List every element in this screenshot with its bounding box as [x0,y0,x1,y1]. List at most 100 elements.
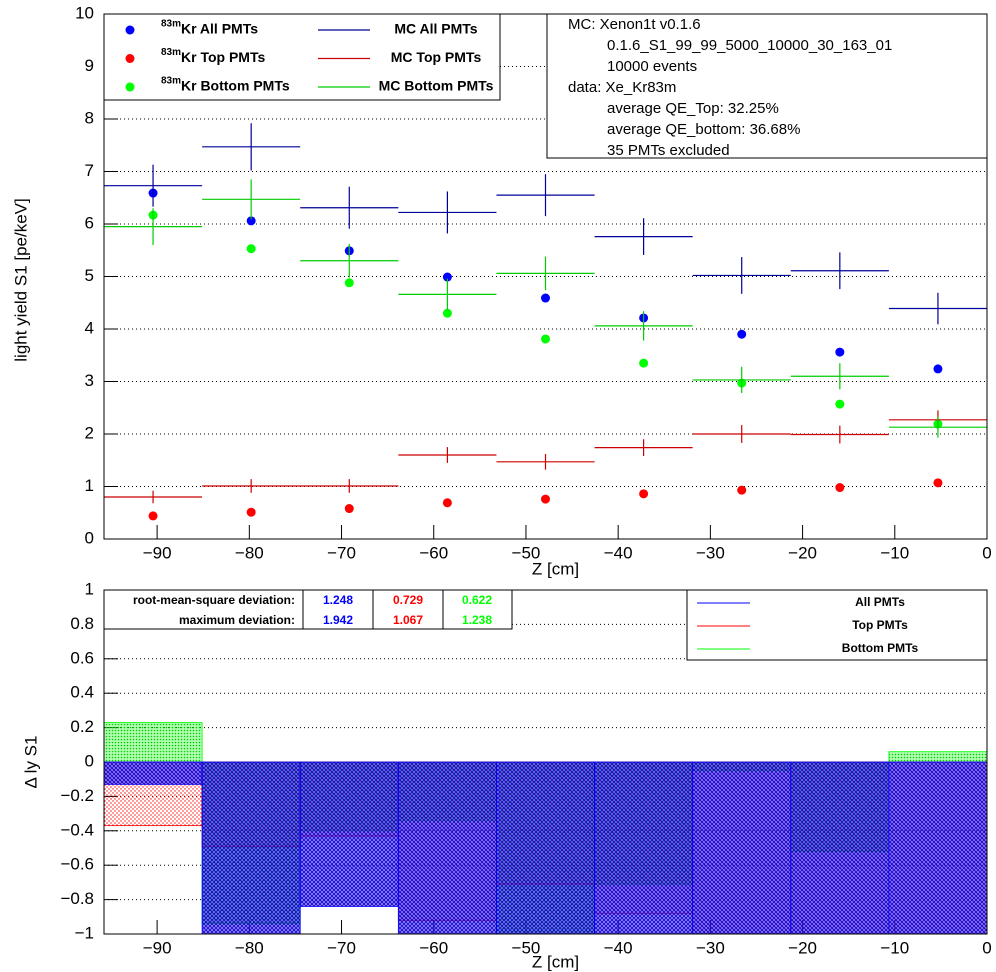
y-tick-label: 7 [85,161,94,180]
data-point [246,507,256,517]
y-tick-label: 0.6 [70,648,94,667]
x-tick-label: −70 [327,938,356,957]
y-axis-label: Δ ly S1 [21,736,40,789]
y-tick-label: 0.4 [70,683,94,702]
data-point [737,485,747,495]
data-point [541,293,550,303]
data-point [541,494,550,504]
stats-value: 1.248 [323,593,353,607]
x-tick-label: −90 [143,938,172,957]
x-axis-label: Z [cm] [532,559,579,578]
x-tick-label: −10 [880,543,909,562]
legend-marker [125,82,135,92]
x-tick-label: 0 [982,938,991,957]
stats-box [103,589,513,630]
x-tick-label: −30 [696,938,725,957]
y-axis-label: light yield S1 [pe/keV] [11,198,30,361]
y-tick-label: 0.8 [70,614,94,633]
x-tick-label: −30 [696,543,725,562]
y-tick-label: 5 [85,266,94,285]
info-text: 10000 events [607,58,697,75]
legend-isotope: 83m [161,47,181,58]
x-tick-label: −90 [143,543,172,562]
hist-bar [790,761,890,934]
y-tick-label: −0.6 [60,855,94,874]
hist-bar [201,761,301,934]
x-tick-label: −10 [880,938,909,957]
stats-label: root-mean-square deviation: [133,593,295,607]
y-tick-label: 3 [85,371,94,390]
histograms [104,722,987,934]
legend-label: Top PMTs [852,618,908,632]
hist-bar [299,761,399,907]
y-tick-label: −1 [75,923,94,942]
info-text: MC: Xenon1t v0.1.6 [568,16,701,33]
y-tick-label: 0.2 [70,717,94,736]
legend-label: Kr Top PMTs [181,49,265,65]
info-text: 0.1.6_S1_99_99_5000_10000_30_163_01 [607,37,892,54]
data-point [835,347,845,357]
legend-label: All PMTs [855,595,905,609]
y-tick-label: 1 [85,579,94,598]
legend-isotope: 83m [161,19,181,30]
y-tick-label: 2 [85,423,94,442]
stats-value: 1.238 [462,613,492,627]
hist-bar [496,761,595,934]
hist-bar [888,761,987,934]
data-point [246,216,256,226]
y-tick-label: 1 [85,476,94,495]
x-tick-label: −60 [419,543,448,562]
x-tick-label: −80 [235,938,264,957]
data-point [639,489,649,499]
data-point [737,329,747,339]
info-box [546,13,988,159]
y-tick-label: −0.4 [60,820,94,839]
hist-bar [104,761,203,785]
data-point [344,278,354,288]
y-tick-label: 10 [75,3,94,22]
data-point [933,478,943,488]
y-tick-label: −0.2 [60,786,94,805]
hist-bar [692,761,792,934]
data-point [344,504,354,514]
y-tick-label: 6 [85,213,94,232]
x-tick-label: −80 [235,543,264,562]
hist-bar [104,722,203,763]
data-point [442,498,452,508]
hist-bar [594,761,694,934]
legend-box [103,13,501,101]
data-point [639,358,649,368]
info-text: average QE_bottom: 36.68% [607,121,800,138]
plot-frame [103,13,988,540]
y-tick-label: 8 [85,108,94,127]
y-tick-label: 0 [85,528,94,547]
stats-value: 0.622 [462,593,492,607]
stats-label: maximum deviation: [179,613,295,627]
x-tick-label: −50 [512,938,541,957]
stats-value: 1.067 [393,613,423,627]
data-point [541,334,550,344]
info-text: data: Xe_Kr83m [568,79,676,96]
x-tick-label: 0 [982,543,991,562]
data-point [442,272,452,282]
legend-label: Kr All PMTs [181,21,258,37]
y-tick-label: 0 [85,751,94,770]
legend-label: Kr Bottom PMTs [181,78,290,94]
legend-marker [125,54,135,63]
x-tick-label: −60 [419,938,448,957]
x-tick-label: −20 [788,543,817,562]
legend-isotope: 83m [161,76,181,87]
y-tick-label: 9 [85,56,94,75]
data-point [246,244,256,254]
x-axis-label: Z [cm] [532,952,579,971]
legend-marker [125,25,135,35]
legend-label: MC All PMTs [394,21,477,37]
legend-label: MC Bottom PMTs [379,78,494,94]
data-point [835,399,845,409]
info-text: average QE_Top: 32.25% [607,100,779,117]
y-tick-label: 4 [85,318,94,337]
legend-box [686,589,988,661]
x-tick-label: −40 [604,543,633,562]
